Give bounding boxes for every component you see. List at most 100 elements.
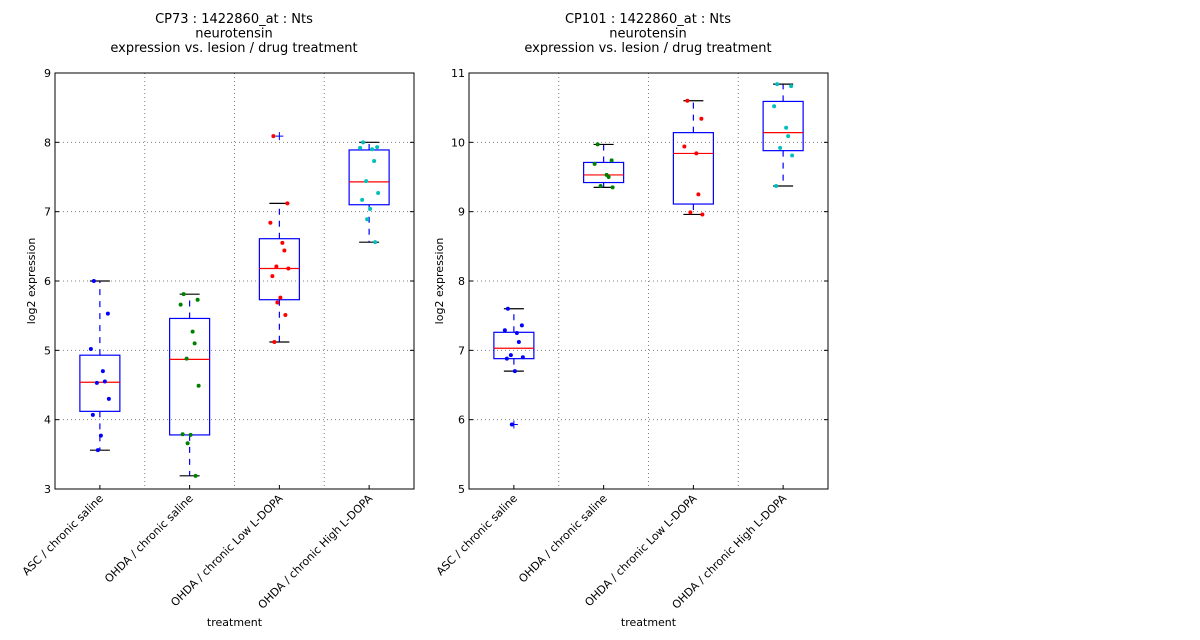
data-point: [790, 153, 795, 158]
data-point: [190, 329, 195, 334]
data-point: [100, 369, 105, 374]
data-point: [514, 331, 519, 335]
data-point: [358, 145, 363, 150]
data-point: [278, 295, 283, 300]
data-point: [772, 104, 777, 109]
data-point: [520, 355, 525, 360]
data-point: [193, 473, 198, 478]
box-iqr: [258, 238, 300, 301]
data-point: [361, 140, 366, 145]
data-point: [188, 432, 193, 437]
data-point: [88, 346, 93, 351]
box-iqr: [348, 149, 390, 206]
box-iqr: [493, 331, 535, 360]
data-point: [184, 356, 189, 361]
box-group-4: [762, 82, 804, 189]
data-point: [784, 125, 789, 130]
chart-panel-2: CP101 : 1422860_at : Ntsneurotensinexpre…: [433, 12, 829, 629]
box-iqr: [762, 100, 804, 152]
chart-title-line: CP73 : 1422860_at : Nts: [155, 12, 313, 27]
data-point: [372, 159, 377, 164]
data-point: [180, 432, 185, 437]
data-point: [375, 145, 380, 150]
data-point: [95, 448, 100, 453]
axes-frame: [54, 72, 415, 490]
y-tick-label: 7: [458, 344, 465, 357]
data-point: [368, 206, 373, 211]
box-group-1: [79, 279, 121, 453]
data-point: [685, 98, 690, 103]
y-tick-label: 11: [451, 67, 465, 80]
data-point: [268, 220, 273, 225]
x-tick-label: ASC / chronic saline: [20, 492, 106, 578]
data-point: [106, 396, 111, 401]
chart-title-line: expression vs. lesion / drug treatment: [524, 41, 771, 56]
data-point: [504, 356, 509, 361]
data-point: [192, 341, 197, 346]
chart-title-line: neurotensin: [609, 27, 686, 42]
box-group-1: [493, 306, 535, 429]
y-axis-label: log2 expression: [25, 238, 38, 325]
y-tick-label: 7: [44, 206, 51, 219]
outlier-marker: [275, 132, 284, 141]
y-tick-label: 8: [44, 136, 51, 149]
y-tick-label: 9: [44, 67, 51, 80]
y-tick-label: 10: [451, 136, 465, 149]
data-point: [283, 312, 288, 317]
data-point: [286, 266, 291, 271]
data-point: [519, 323, 524, 328]
y-tick-label: 3: [44, 483, 51, 496]
data-point: [682, 144, 687, 149]
data-point: [90, 412, 95, 417]
data-point: [270, 274, 275, 279]
chart-title-line: CP101 : 1422860_at : Nts: [565, 12, 731, 27]
data-point: [505, 306, 510, 311]
data-point: [512, 369, 517, 374]
box-group-2: [583, 142, 625, 190]
box-group-4: [348, 140, 390, 245]
data-point: [271, 134, 276, 139]
y-tick-label: 4: [44, 414, 51, 427]
box-group-2: [169, 292, 211, 478]
data-point: [195, 297, 200, 302]
chart-title-line: expression vs. lesion / drug treatment: [110, 41, 357, 56]
data-point: [196, 383, 201, 388]
data-point: [592, 161, 597, 166]
data-point: [185, 441, 190, 446]
data-point: [778, 145, 783, 150]
data-point: [610, 185, 615, 190]
data-point: [786, 134, 791, 139]
data-point: [274, 264, 279, 269]
data-point: [98, 433, 103, 438]
data-point: [694, 151, 699, 156]
data-point: [696, 192, 701, 197]
box-iqr: [672, 132, 714, 205]
data-point: [775, 82, 780, 87]
data-point: [789, 84, 794, 89]
data-point: [365, 217, 370, 222]
data-point: [360, 197, 365, 202]
data-point: [370, 147, 375, 152]
y-tick-label: 6: [458, 414, 465, 427]
data-point: [376, 190, 381, 195]
data-point: [595, 142, 600, 147]
data-point: [272, 340, 277, 345]
box-iqr: [79, 354, 121, 412]
data-point: [285, 201, 290, 206]
chart-panel-1: CP73 : 1422860_at : Ntsneurotensinexpres…: [20, 12, 415, 629]
data-point: [700, 212, 705, 217]
data-point: [509, 422, 514, 427]
data-point: [280, 240, 285, 245]
data-point: [688, 210, 693, 215]
x-tick-label: OHDA / chronic saline: [516, 492, 610, 586]
axes-frame: [468, 72, 829, 490]
data-point: [699, 116, 704, 121]
box-iqr: [169, 317, 211, 436]
data-point: [282, 248, 287, 253]
data-point: [516, 340, 521, 345]
data-point: [102, 379, 107, 384]
y-axis-label: log2 expression: [433, 238, 446, 325]
x-axis-label: treatment: [207, 616, 263, 629]
data-point: [364, 179, 369, 184]
